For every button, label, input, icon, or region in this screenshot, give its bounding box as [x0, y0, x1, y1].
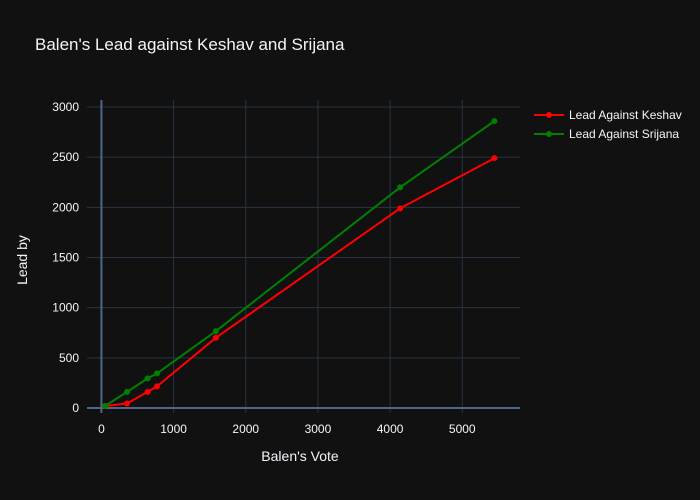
series-1 [102, 155, 498, 409]
x-tick-label: 1000 [160, 422, 187, 436]
y-tick-label: 0 [72, 401, 79, 415]
x-tick-label: 4000 [377, 422, 404, 436]
y-axis-title: Lead by [14, 235, 30, 285]
grid-layer [87, 100, 520, 413]
y-tick-label: 2500 [52, 150, 79, 164]
x-tick-label: 5000 [449, 422, 476, 436]
data-point[interactable] [154, 383, 161, 390]
x-tick-label: 2000 [232, 422, 259, 436]
series-layer [102, 118, 498, 409]
zeroline-layer [87, 100, 520, 413]
legend-swatch-marker [546, 112, 552, 118]
data-point[interactable] [397, 184, 404, 191]
data-point[interactable] [397, 205, 404, 212]
x-tick-label: 0 [98, 422, 105, 436]
data-point[interactable] [124, 388, 131, 395]
x-tick-label: 3000 [305, 422, 332, 436]
data-point[interactable] [124, 400, 131, 407]
legend-item[interactable]: Lead Against Keshav [534, 108, 682, 122]
data-point[interactable] [212, 328, 219, 335]
series-2 [102, 118, 498, 409]
data-point[interactable] [102, 402, 109, 409]
legend[interactable]: Lead Against Keshav Lead Against Srijana [534, 108, 682, 141]
chart-title: Balen's Lead against Keshav and Srijana [35, 35, 345, 54]
data-point[interactable] [491, 118, 498, 125]
y-tick-label: 1000 [52, 301, 79, 315]
legend-label: Lead Against Srijana [569, 127, 679, 141]
data-point[interactable] [212, 334, 219, 341]
tick-layer: 0 1000 2000 3000 4000 5000 0 500 1000 1500 2000 250… [52, 100, 476, 436]
data-point[interactable] [491, 155, 498, 162]
data-point[interactable] [154, 370, 161, 377]
y-tick-label: 500 [59, 351, 79, 365]
data-point[interactable] [144, 375, 151, 382]
y-tick-label: 1500 [52, 251, 79, 265]
x-axis-title: Balen's Vote [261, 448, 339, 464]
legend-item[interactable]: Lead Against Srijana [534, 127, 679, 141]
y-tick-label: 3000 [52, 100, 79, 114]
legend-swatch-marker [546, 131, 552, 137]
y-tick-label: 2000 [52, 200, 79, 214]
data-point[interactable] [144, 388, 151, 395]
legend-label: Lead Against Keshav [569, 108, 682, 122]
